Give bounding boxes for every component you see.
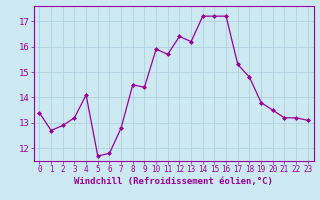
X-axis label: Windchill (Refroidissement éolien,°C): Windchill (Refroidissement éolien,°C): [74, 177, 273, 186]
